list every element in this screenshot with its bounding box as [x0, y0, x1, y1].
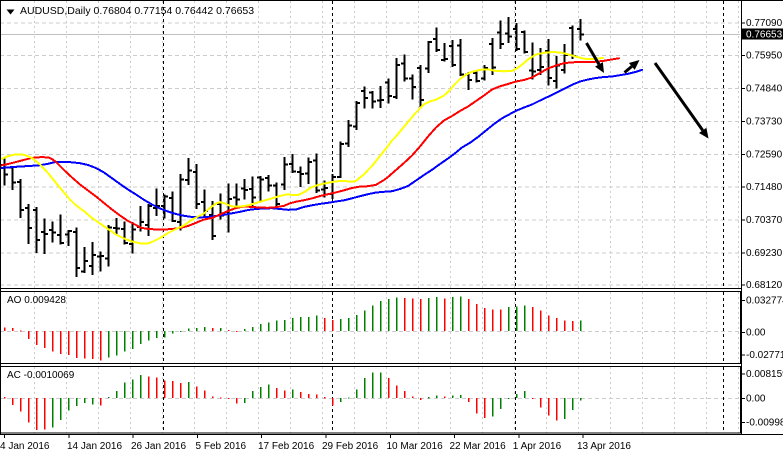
svg-text:10 Mar 2016: 10 Mar 2016 — [387, 441, 444, 452]
svg-text:0.76653: 0.76653 — [746, 30, 783, 41]
svg-text:0.00: 0.00 — [746, 393, 766, 404]
svg-text:0.0081590: 0.0081590 — [746, 369, 783, 380]
svg-text:0.69230: 0.69230 — [746, 248, 783, 259]
svg-text:22 Mar 2016: 22 Mar 2016 — [450, 441, 507, 452]
svg-text:0.77090: 0.77090 — [746, 18, 783, 29]
svg-text:0.74840: 0.74840 — [746, 84, 783, 95]
svg-text:0.71480: 0.71480 — [746, 182, 783, 193]
svg-text:13 Apr 2016: 13 Apr 2016 — [577, 441, 631, 452]
svg-text:0.72590: 0.72590 — [746, 149, 783, 160]
svg-text:AC -0.0010069: AC -0.0010069 — [7, 370, 75, 381]
svg-text:5 Feb 2016: 5 Feb 2016 — [196, 441, 247, 452]
svg-text:4 Jan 2016: 4 Jan 2016 — [0, 441, 50, 452]
svg-text:26 Jan 2016: 26 Jan 2016 — [131, 441, 186, 452]
svg-text:14 Jan 2016: 14 Jan 2016 — [67, 441, 122, 452]
svg-text:1 Apr 2016: 1 Apr 2016 — [513, 441, 562, 452]
svg-text:-0.027713: -0.027713 — [746, 350, 783, 361]
svg-text:AUDUSD,Daily 0.76804 0.77154: AUDUSD,Daily 0.76804 0.77154 0.76442 0.7… — [20, 5, 254, 17]
svg-text:17 Feb 2016: 17 Feb 2016 — [258, 441, 315, 452]
svg-text:AO 0.009428: AO 0.009428 — [7, 295, 66, 306]
svg-text:0.68120: 0.68120 — [746, 280, 783, 291]
svg-text:0.73730: 0.73730 — [746, 117, 783, 128]
svg-text:0.70370: 0.70370 — [746, 215, 783, 226]
svg-text:-0.0099870: -0.0099870 — [746, 418, 783, 429]
svg-text:0.00: 0.00 — [746, 328, 766, 339]
svg-text:0.032774: 0.032774 — [746, 296, 783, 307]
svg-text:0.75950: 0.75950 — [746, 51, 783, 62]
svg-text:29 Feb 2016: 29 Feb 2016 — [322, 441, 379, 452]
